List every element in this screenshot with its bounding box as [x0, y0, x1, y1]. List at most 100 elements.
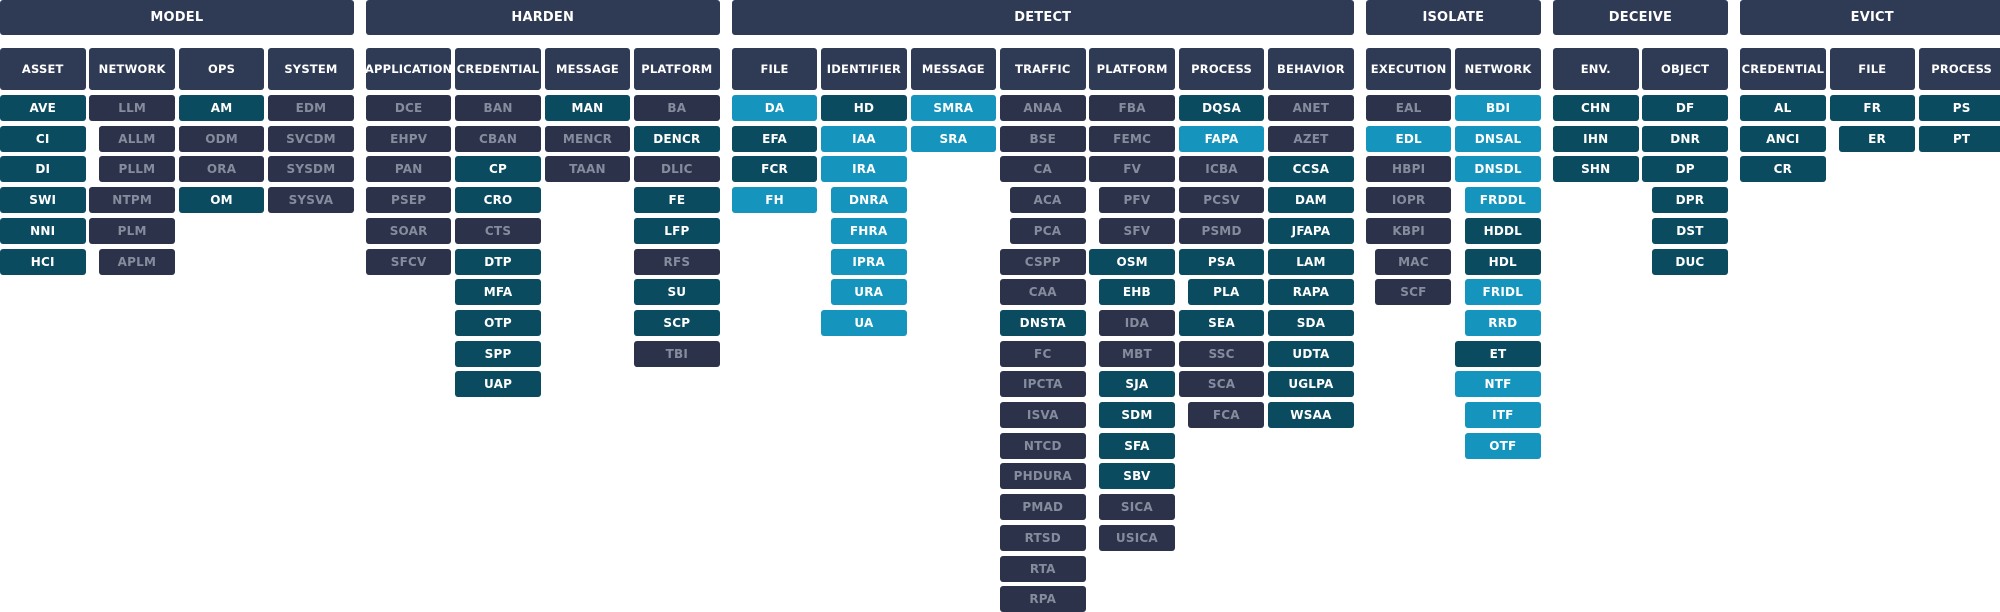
technique-cro[interactable]: CRO: [455, 187, 541, 214]
technique-fe[interactable]: FE: [634, 187, 720, 214]
technique-aplm[interactable]: APLM: [98, 248, 175, 275]
subtactic-detect-platform[interactable]: PLATFORM: [1089, 48, 1175, 90]
technique-dam[interactable]: DAM: [1268, 187, 1354, 214]
technique-sda[interactable]: SDA: [1268, 309, 1354, 336]
technique-nni[interactable]: NNI: [0, 217, 86, 244]
technique-sea[interactable]: SEA: [1178, 309, 1265, 336]
technique-fr[interactable]: FR: [1829, 95, 1915, 121]
technique-ura[interactable]: URA: [830, 279, 907, 306]
subtactic-isolate-network[interactable]: NETWORK: [1455, 48, 1541, 90]
technique-am[interactable]: AM: [178, 95, 265, 121]
technique-taan[interactable]: TAAN: [544, 156, 631, 183]
technique-sfv[interactable]: SFV: [1098, 217, 1175, 244]
technique-swi[interactable]: SWI: [0, 187, 86, 214]
technique-wsaa[interactable]: WSAA: [1268, 402, 1354, 428]
technique-tbi[interactable]: TBI: [634, 340, 720, 367]
subtactic-model-system[interactable]: SYSTEM: [268, 48, 354, 90]
technique-ipra[interactable]: IPRA: [830, 248, 907, 275]
technique-ave[interactable]: AVE: [0, 95, 86, 121]
tactic-isolate[interactable]: ISOLATE: [1365, 0, 1541, 35]
technique-sra[interactable]: SRA: [910, 125, 997, 152]
technique-rpa[interactable]: RPA: [1000, 586, 1086, 612]
technique-pan[interactable]: PAN: [365, 156, 452, 183]
technique-sfcv[interactable]: SFCV: [365, 248, 452, 275]
technique-dp[interactable]: DP: [1642, 156, 1728, 183]
technique-mencr[interactable]: MENCR: [544, 125, 631, 152]
technique-ida[interactable]: IDA: [1098, 309, 1175, 336]
subtactic-detect-traffic[interactable]: TRAFFIC: [1000, 48, 1086, 90]
tactic-deceive[interactable]: DECEIVE: [1553, 0, 1728, 35]
technique-smra[interactable]: SMRA: [910, 95, 997, 121]
subtactic-evict-file[interactable]: FILE: [1829, 48, 1915, 90]
technique-fh[interactable]: FH: [731, 187, 818, 214]
technique-df[interactable]: DF: [1642, 95, 1728, 121]
technique-pmad[interactable]: PMAD: [1000, 494, 1086, 521]
technique-hci[interactable]: HCI: [0, 248, 86, 275]
technique-cban[interactable]: CBAN: [455, 125, 541, 152]
technique-pllm[interactable]: PLLM: [98, 156, 175, 183]
technique-hddl[interactable]: HDDL: [1464, 217, 1541, 244]
subtactic-harden-application[interactable]: APPLICATION: [365, 48, 452, 90]
technique-fba[interactable]: FBA: [1089, 95, 1175, 121]
technique-pt[interactable]: PT: [1918, 125, 2000, 152]
technique-uap[interactable]: UAP: [455, 371, 541, 398]
technique-ora[interactable]: ORA: [178, 156, 265, 183]
technique-femc[interactable]: FEMC: [1089, 125, 1175, 152]
technique-spp[interactable]: SPP: [455, 340, 541, 367]
technique-su[interactable]: SU: [634, 279, 720, 306]
subtactic-deceive-env[interactable]: ENV.: [1553, 48, 1639, 90]
technique-dlic[interactable]: DLIC: [634, 156, 720, 183]
technique-scf[interactable]: SCF: [1375, 279, 1452, 306]
technique-ntf[interactable]: NTF: [1455, 371, 1541, 398]
technique-dnsta[interactable]: DNSTA: [1000, 309, 1086, 336]
technique-et[interactable]: ET: [1455, 340, 1541, 367]
technique-ba[interactable]: BA: [634, 95, 720, 121]
technique-azet[interactable]: AZET: [1268, 125, 1354, 152]
technique-ntcd[interactable]: NTCD: [1000, 432, 1086, 459]
technique-frddl[interactable]: FRDDL: [1464, 187, 1541, 214]
technique-lam[interactable]: LAM: [1268, 248, 1354, 275]
technique-fv[interactable]: FV: [1089, 156, 1175, 183]
technique-mbt[interactable]: MBT: [1098, 340, 1175, 367]
technique-ehpv[interactable]: EHPV: [365, 125, 452, 152]
technique-sysva[interactable]: SYSVA: [268, 187, 354, 214]
technique-fhra[interactable]: FHRA: [830, 217, 907, 244]
technique-fcr[interactable]: FCR: [731, 156, 818, 183]
subtactic-harden-platform[interactable]: PLATFORM: [634, 48, 720, 90]
technique-cr[interactable]: CR: [1740, 156, 1826, 183]
technique-mfa[interactable]: MFA: [455, 279, 541, 306]
tactic-detect[interactable]: DETECT: [731, 0, 1354, 35]
technique-udta[interactable]: UDTA: [1268, 340, 1354, 367]
technique-sbv[interactable]: SBV: [1098, 463, 1175, 490]
technique-phdura[interactable]: PHDURA: [1000, 463, 1086, 490]
technique-er[interactable]: ER: [1839, 125, 1915, 152]
technique-svcdm[interactable]: SVCDM: [268, 125, 354, 152]
subtactic-detect-file[interactable]: FILE: [731, 48, 818, 90]
technique-dce[interactable]: DCE: [365, 95, 452, 121]
subtactic-isolate-execution[interactable]: EXECUTION: [1365, 48, 1452, 90]
technique-shn[interactable]: SHN: [1553, 156, 1639, 183]
technique-ntpm[interactable]: NTPM: [89, 187, 175, 214]
technique-osm[interactable]: OSM: [1089, 248, 1175, 275]
technique-uglpa[interactable]: UGLPA: [1268, 371, 1354, 398]
technique-sysdm[interactable]: SYSDM: [268, 156, 354, 183]
technique-di[interactable]: DI: [0, 156, 86, 183]
subtactic-detect-identifier[interactable]: IDENTIFIER: [821, 48, 907, 90]
technique-sca[interactable]: SCA: [1178, 371, 1265, 398]
technique-cspp[interactable]: CSPP: [1000, 248, 1086, 275]
technique-lfp[interactable]: LFP: [634, 217, 720, 244]
technique-otf[interactable]: OTF: [1464, 432, 1541, 459]
technique-psmd[interactable]: PSMD: [1178, 217, 1265, 244]
subtactic-detect-process[interactable]: PROCESS: [1178, 48, 1265, 90]
technique-dnra[interactable]: DNRA: [830, 187, 907, 214]
technique-caa[interactable]: CAA: [1000, 279, 1086, 306]
subtactic-harden-credential[interactable]: CREDENTIAL: [455, 48, 541, 90]
subtactic-evict-process[interactable]: PROCESS: [1918, 48, 2000, 90]
technique-al[interactable]: AL: [1740, 95, 1826, 121]
technique-ban[interactable]: BAN: [455, 95, 541, 121]
technique-ihn[interactable]: IHN: [1553, 125, 1639, 152]
technique-rrd[interactable]: RRD: [1464, 309, 1541, 336]
technique-duc[interactable]: DUC: [1651, 248, 1728, 275]
technique-scp[interactable]: SCP: [634, 309, 720, 336]
tactic-model[interactable]: MODEL: [0, 0, 354, 35]
